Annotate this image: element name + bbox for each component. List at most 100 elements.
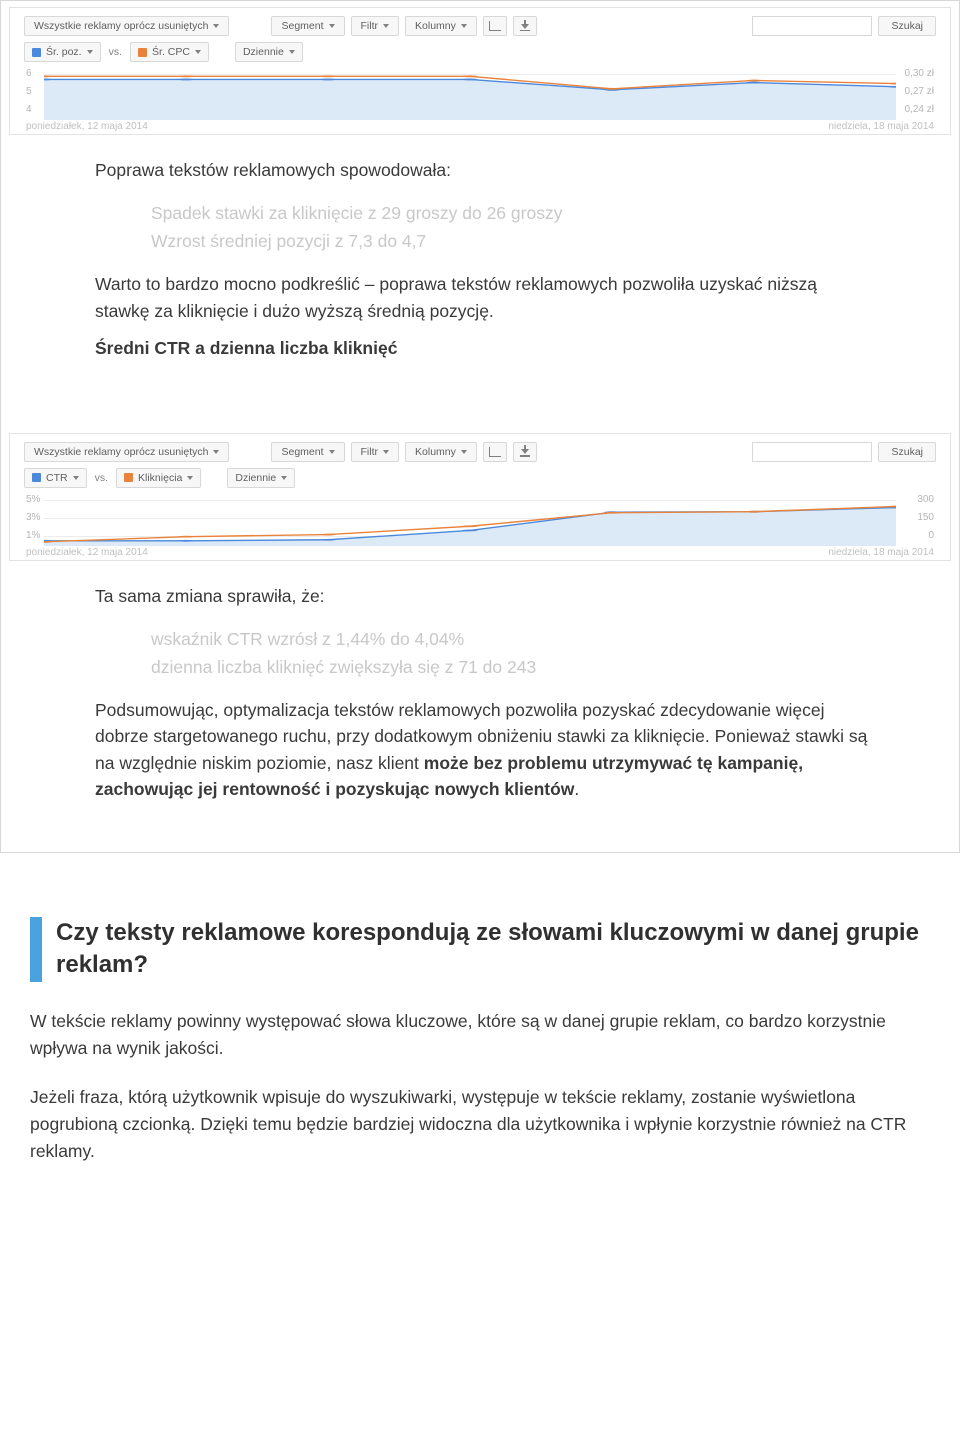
orange-square-icon	[124, 473, 133, 482]
vs-label: vs.	[93, 472, 110, 484]
chart1-toolbar-row1: Wszystkie reklamy oprócz usuniętych Segm…	[24, 16, 936, 36]
chart-icon	[489, 21, 501, 31]
intro-1: Poprawa tekstów reklamowych spowodowała:	[95, 157, 869, 183]
y-left-0: 6	[26, 68, 32, 79]
filter-label: Filtr	[361, 446, 379, 458]
chevron-down-icon	[73, 476, 79, 480]
metric-b-dropdown[interactable]: Śr. CPC	[130, 42, 209, 62]
all-ads-dropdown[interactable]: Wszystkie reklamy oprócz usuniętych	[24, 16, 229, 36]
columns-dropdown[interactable]: Kolumny	[405, 16, 477, 36]
columns-label: Kolumny	[415, 446, 456, 458]
text-block-1: Poprawa tekstów reklamowych spowodowała:…	[1, 157, 959, 427]
date-left: poniedziałek, 12 maja 2014	[26, 121, 148, 132]
chart1-toolbar-row2: Śr. poz. vs. Śr. CPC Dziennie	[24, 42, 936, 62]
metric-b-dropdown[interactable]: Kliknięcia	[116, 468, 201, 488]
download-button[interactable]	[513, 442, 537, 462]
chevron-down-icon	[187, 476, 193, 480]
y-left-0: 5%	[26, 494, 40, 505]
bullet-item: Wzrost średniej pozycji z 7,3 do 4,7	[151, 227, 869, 255]
date-right: niedziela, 18 maja 2014	[828, 121, 934, 132]
chevron-down-icon	[281, 476, 287, 480]
all-ads-label: Wszystkie reklamy oprócz usuniętych	[34, 446, 208, 458]
columns-dropdown[interactable]: Kolumny	[405, 442, 477, 462]
y-left-2: 1%	[26, 530, 40, 541]
chart2-toolbar-row2: CTR vs. Kliknięcia Dziennie	[24, 468, 936, 488]
search-button[interactable]: Szukaj	[878, 16, 936, 36]
filter-dropdown[interactable]: Filtr	[351, 442, 400, 462]
chart-view-button[interactable]	[483, 16, 507, 36]
blue-square-icon	[32, 48, 41, 57]
chart-icon	[489, 447, 501, 457]
bottom-p2: Jeżeli fraza, którą użytkownik wpisuje d…	[30, 1084, 930, 1165]
chevron-down-icon	[383, 24, 389, 28]
y-left-2: 4	[26, 104, 32, 115]
subhead-ctr: Średni CTR a dzienna liczba kliknięć	[95, 338, 869, 359]
blue-square-icon	[32, 473, 41, 482]
y-right-1: 0,27 zł	[905, 86, 934, 97]
vs-label: vs.	[107, 46, 124, 58]
section-heading: Czy teksty reklamowe korespondują ze sło…	[30, 917, 960, 982]
segment-label: Segment	[281, 446, 323, 458]
summary-c: .	[574, 779, 579, 799]
all-ads-label: Wszystkie reklamy oprócz usuniętych	[34, 20, 208, 32]
text-block-2: Ta sama zmiana sprawiła, że: wskaźnik CT…	[1, 583, 959, 852]
chevron-down-icon	[213, 24, 219, 28]
chart1-svg	[44, 68, 896, 120]
orange-square-icon	[138, 48, 147, 57]
y-right-1: 150	[917, 512, 934, 523]
bottom-p1: W tekście reklamy powinny występować sło…	[30, 1008, 930, 1062]
chevron-down-icon	[329, 24, 335, 28]
section-title: Czy teksty reklamowe korespondują ze sło…	[56, 917, 960, 982]
chevron-down-icon	[87, 50, 93, 54]
bullet-item: Spadek stawki za kliknięcie z 29 groszy …	[151, 199, 869, 227]
date-right: niedziela, 18 maja 2014	[828, 547, 934, 558]
y-right-2: 0	[928, 530, 934, 541]
daily-dropdown[interactable]: Dziennie	[235, 42, 303, 62]
download-button[interactable]	[513, 16, 537, 36]
bullet-list-2: wskaźnik CTR wzrósł z 1,44% do 4,04% dzi…	[151, 625, 869, 681]
summary-para: Podsumowując, optymalizacja tekstów rekl…	[95, 697, 869, 802]
chevron-down-icon	[289, 50, 295, 54]
y-right-0: 300	[917, 494, 934, 505]
y-right-0: 0,30 zł	[905, 68, 934, 79]
segment-dropdown[interactable]: Segment	[271, 442, 344, 462]
search-input[interactable]	[752, 442, 872, 462]
chevron-down-icon	[461, 450, 467, 454]
y-left-1: 5	[26, 86, 32, 97]
y-left-1: 3%	[26, 512, 40, 523]
daily-label: Dziennie	[243, 46, 284, 58]
download-icon	[521, 24, 529, 29]
chevron-down-icon	[195, 50, 201, 54]
chart2-plot: 5% 3% 1% 300 150 0 poniedziałek, 12 maja…	[10, 494, 950, 560]
bullet-list-1: Spadek stawki za kliknięcie z 29 groszy …	[151, 199, 869, 255]
metric-a-label: CTR	[46, 472, 68, 484]
bullet-item: dzienna liczba kliknięć zwiększyła się z…	[151, 653, 869, 681]
download-icon	[521, 449, 529, 454]
para-1: Warto to bardzo mocno podkreślić – popra…	[95, 271, 869, 324]
search-button[interactable]: Szukaj	[878, 442, 936, 462]
daily-label: Dziennie	[235, 472, 276, 484]
chart2-svg	[44, 494, 896, 546]
chart-ctr-clicks: Wszystkie reklamy oprócz usuniętych Segm…	[9, 433, 951, 561]
filter-dropdown[interactable]: Filtr	[351, 16, 400, 36]
metric-b-label: Kliknięcia	[138, 472, 182, 484]
metric-a-dropdown[interactable]: CTR	[24, 468, 87, 488]
metric-a-dropdown[interactable]: Śr. poz.	[24, 42, 101, 62]
intro-2: Ta sama zmiana sprawiła, że:	[95, 583, 869, 609]
chart-view-button[interactable]	[483, 442, 507, 462]
segment-label: Segment	[281, 20, 323, 32]
filter-label: Filtr	[361, 20, 379, 32]
metric-b-label: Śr. CPC	[152, 46, 190, 58]
chart2-toolbar-row1: Wszystkie reklamy oprócz usuniętych Segm…	[24, 442, 936, 462]
main-card: Wszystkie reklamy oprócz usuniętych Segm…	[0, 0, 960, 853]
chevron-down-icon	[461, 24, 467, 28]
columns-label: Kolumny	[415, 20, 456, 32]
chevron-down-icon	[213, 450, 219, 454]
bullet-item: wskaźnik CTR wzrósł z 1,44% do 4,04%	[151, 625, 869, 653]
accent-bar	[30, 917, 42, 982]
y-right-2: 0,24 zł	[905, 104, 934, 115]
all-ads-dropdown[interactable]: Wszystkie reklamy oprócz usuniętych	[24, 442, 229, 462]
segment-dropdown[interactable]: Segment	[271, 16, 344, 36]
daily-dropdown[interactable]: Dziennie	[227, 468, 295, 488]
search-input[interactable]	[752, 16, 872, 36]
